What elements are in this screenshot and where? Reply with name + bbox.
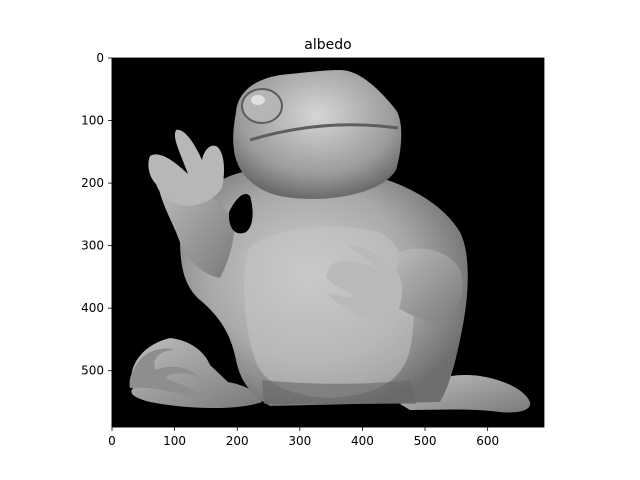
y-tick-label: 0 — [96, 51, 104, 65]
frog-left-hand — [148, 129, 224, 206]
frog-mouth — [249, 123, 399, 142]
y-tick-label: 200 — [81, 176, 104, 190]
y-ticks: 0 100 200 300 400 500 — [81, 51, 112, 378]
x-tick-label: 300 — [288, 434, 311, 448]
frog-image — [129, 70, 531, 413]
frog-eye-highlight — [251, 95, 265, 105]
x-tick-label: 600 — [476, 434, 499, 448]
x-tick-label: 200 — [226, 434, 249, 448]
x-tick-label: 100 — [163, 434, 186, 448]
x-tick-label: 0 — [108, 434, 116, 448]
frog-right-hand — [326, 245, 402, 320]
frog-right-arm — [390, 248, 463, 322]
x-tick-label: 500 — [414, 434, 437, 448]
axes-frame — [111, 57, 545, 428]
frog-left-hind-leg — [131, 338, 262, 408]
chart-title: albedo — [304, 37, 351, 53]
frog-eye — [241, 88, 283, 124]
x-axis: 0 100 200 300 400 500 600 — [108, 426, 544, 448]
y-tick-label: 400 — [81, 301, 104, 315]
frog-arm-gap — [228, 193, 253, 234]
y-tick-label: 100 — [81, 114, 104, 128]
x-tick-label: 400 — [351, 434, 374, 448]
x-ticks: 0 100 200 300 400 500 600 — [108, 427, 499, 448]
y-tick-label: 300 — [81, 239, 104, 253]
frog-foot-shadow — [262, 380, 416, 404]
y-tick-label: 500 — [81, 364, 104, 378]
y-axis: 0 100 200 300 400 500 — [81, 51, 113, 427]
frog-left-toes — [129, 348, 212, 400]
